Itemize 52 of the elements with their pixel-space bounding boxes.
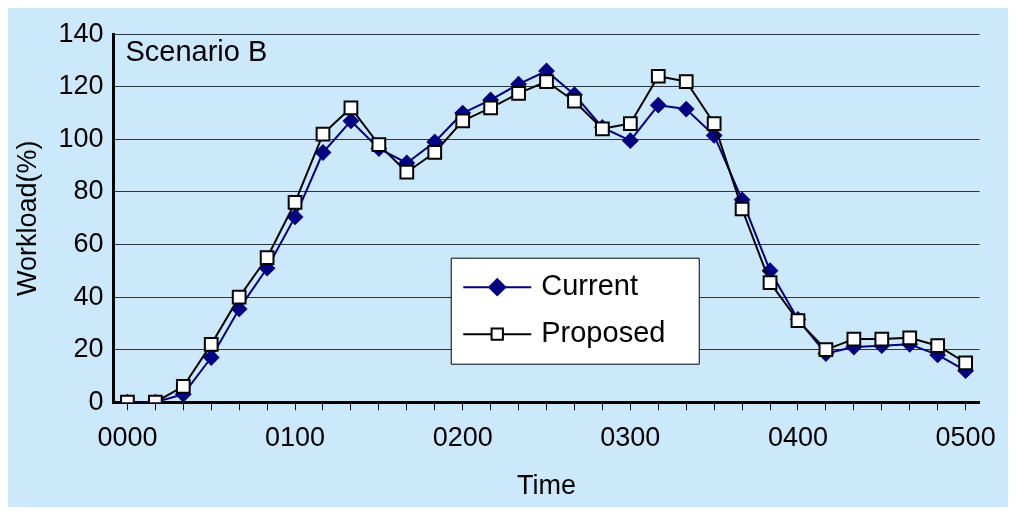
y-tick-label: 60 [73,227,104,258]
legend-label: Proposed [541,316,666,349]
x-tick-label: 0400 [767,421,829,452]
point [930,338,946,354]
point [762,275,778,290]
point [622,116,638,131]
point [678,101,695,118]
point [399,164,415,180]
point [846,331,862,347]
point [706,116,722,131]
y-tick-label: 40 [73,280,104,311]
x-tick-label: 0000 [97,421,158,452]
point [734,201,750,217]
y-tick-label: 140 [58,17,104,48]
point [483,100,498,116]
point [678,74,694,89]
point [427,145,443,160]
x-tick-label: 0500 [935,421,996,452]
point [287,195,303,210]
y-tick-label: 20 [73,333,104,364]
y-tick-label: 100 [58,122,104,153]
point [203,337,219,352]
x-tick-label: 0100 [265,421,326,452]
point [567,93,582,109]
y-axis-title: Workload(%) [11,140,42,296]
point [203,349,220,366]
point [315,126,331,142]
x-axis-title: Time [517,470,577,501]
point [287,208,304,225]
point [455,113,471,129]
point [259,250,275,265]
point [650,97,667,114]
point [511,85,526,101]
y-tick-label: 80 [73,175,104,206]
point [958,355,973,371]
chart-title: Scenario B [125,34,268,67]
legend-label: Current [541,269,638,302]
point [175,379,191,394]
x-tick-label: 0200 [432,421,493,452]
point [231,289,247,305]
point [371,137,387,152]
y-tick-label: 120 [58,70,104,101]
x-tick-label: 0300 [600,421,661,452]
point [902,330,918,346]
point [343,100,359,116]
point [874,331,890,347]
point [818,342,834,357]
point [315,144,331,161]
point [622,132,639,149]
point [650,68,666,84]
point [539,74,554,89]
y-tick-label: 0 [88,385,104,416]
